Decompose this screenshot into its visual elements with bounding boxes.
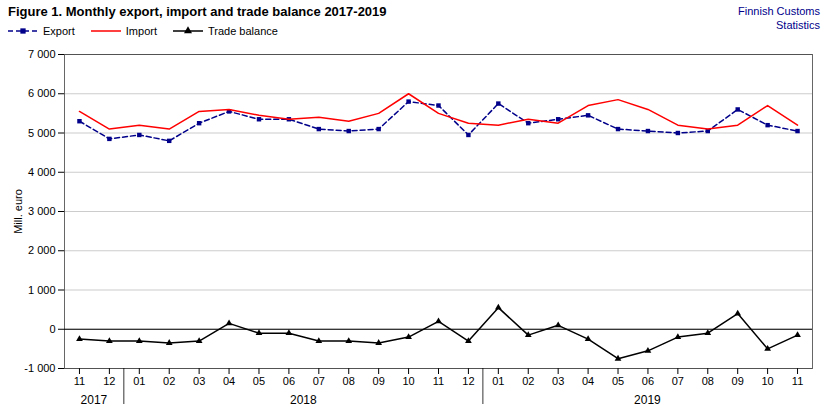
svg-text:05: 05: [612, 375, 624, 387]
svg-text:11: 11: [74, 375, 85, 387]
svg-text:05: 05: [253, 375, 265, 387]
html-text:Import: Import: [125, 25, 157, 37]
svg-text:Mill. euro: Mill. euro: [12, 189, 24, 234]
svg-text:03: 03: [193, 375, 205, 387]
svg-text:10: 10: [402, 375, 414, 387]
svg-text:09: 09: [373, 375, 385, 387]
svg-text:06: 06: [642, 375, 654, 387]
svg-text:07: 07: [313, 375, 325, 387]
svg-text:2018: 2018: [290, 393, 317, 407]
svg-text:0: 0: [49, 323, 55, 335]
svg-text:11: 11: [792, 375, 803, 387]
svg-text:4 000: 4 000: [28, 166, 56, 178]
svg-text:01: 01: [133, 375, 145, 387]
html-text:Statistics: Statistics: [776, 19, 820, 31]
svg-text:1 000: 1 000: [28, 284, 56, 296]
svg-text:11: 11: [433, 375, 444, 387]
svg-text:07: 07: [672, 375, 684, 387]
svg-text:12: 12: [462, 375, 474, 387]
html-text:Finnish Customs: Finnish Customs: [738, 5, 820, 17]
svg-text:02: 02: [163, 375, 175, 387]
svg-text:3 000: 3 000: [28, 205, 56, 217]
svg-text:04: 04: [223, 375, 235, 387]
svg-text:2019: 2019: [634, 393, 661, 407]
svg-text:08: 08: [343, 375, 355, 387]
html-text:Export: Export: [43, 25, 75, 37]
svg-text:12: 12: [103, 375, 115, 387]
svg-text:03: 03: [552, 375, 564, 387]
svg-text:2 000: 2 000: [28, 244, 56, 256]
svg-text:2017: 2017: [81, 393, 108, 407]
svg-text:01: 01: [492, 375, 504, 387]
html-text:Figure 1. Monthly export, impo: Figure 1. Monthly export, import and tra…: [8, 4, 387, 19]
svg-text:02: 02: [522, 375, 534, 387]
svg-text:5 000: 5 000: [28, 127, 56, 139]
svg-text:08: 08: [702, 375, 714, 387]
svg-text:06: 06: [283, 375, 295, 387]
svg-text:09: 09: [732, 375, 744, 387]
svg-text:04: 04: [582, 375, 594, 387]
html-text:Trade balance: Trade balance: [208, 25, 278, 37]
svg-text:-1 000: -1 000: [24, 362, 55, 374]
svg-text:7 000: 7 000: [28, 48, 56, 60]
svg-text:10: 10: [761, 375, 773, 387]
svg-text:6 000: 6 000: [28, 87, 56, 99]
